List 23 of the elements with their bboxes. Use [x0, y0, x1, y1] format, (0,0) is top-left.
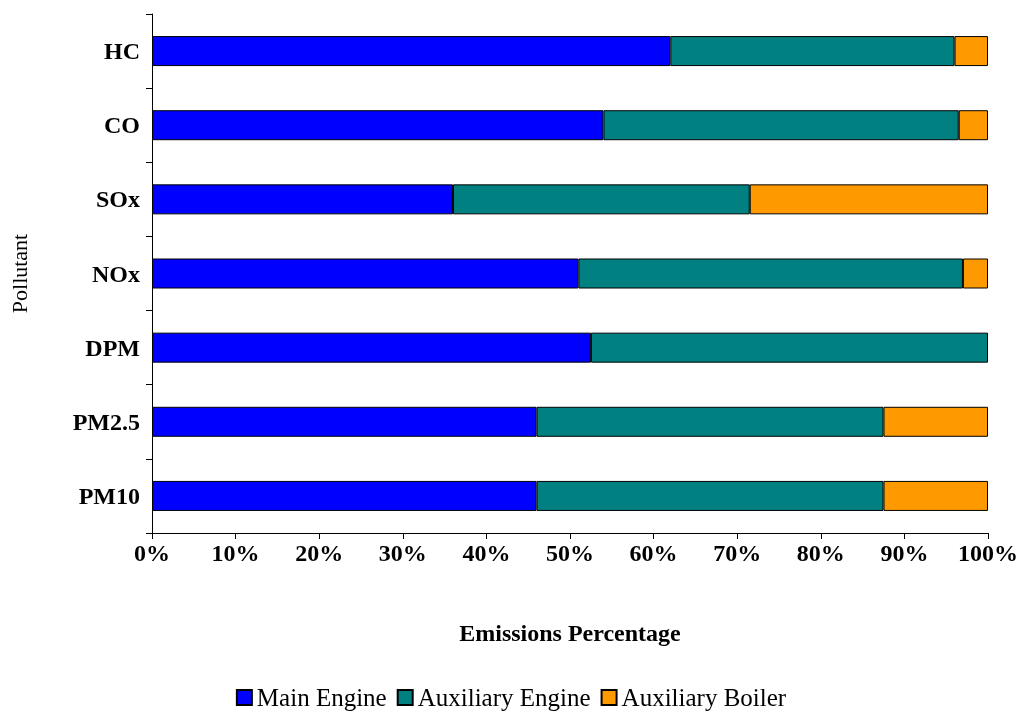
y-tick-label: SOx [95, 186, 140, 213]
y-tick-label: PM10 [78, 482, 140, 509]
x-tick-label: 50% [546, 540, 594, 566]
x-tick-label: 10% [211, 540, 260, 566]
legend-label: Auxiliary Engine [417, 684, 591, 711]
x-tick-label: 30% [378, 540, 427, 566]
y-tick-label: HC [104, 38, 140, 65]
legend-label: Auxiliary Boiler [621, 684, 787, 711]
x-tick-label: 90% [880, 540, 929, 566]
x-tick-label: 0% [134, 540, 170, 566]
x-tick-label: 40% [462, 540, 511, 566]
x-tick-label: 100% [958, 540, 1018, 566]
y-tick-label: PM2.5 [72, 408, 140, 435]
y-tick-label: DPM [85, 334, 140, 361]
y-tick-label: NOx [92, 260, 140, 287]
y-tick-label: CO [104, 112, 140, 139]
x-tick-label: 20% [295, 540, 344, 566]
x-axis-title: Emissions Percentage [459, 620, 682, 646]
y-axis-title: Pollutant [6, 233, 32, 314]
x-tick-label: 70% [713, 540, 762, 566]
legend-label: Main Engine [256, 684, 387, 711]
x-tick-label: 80% [796, 540, 845, 566]
x-tick-label: 60% [629, 540, 678, 566]
